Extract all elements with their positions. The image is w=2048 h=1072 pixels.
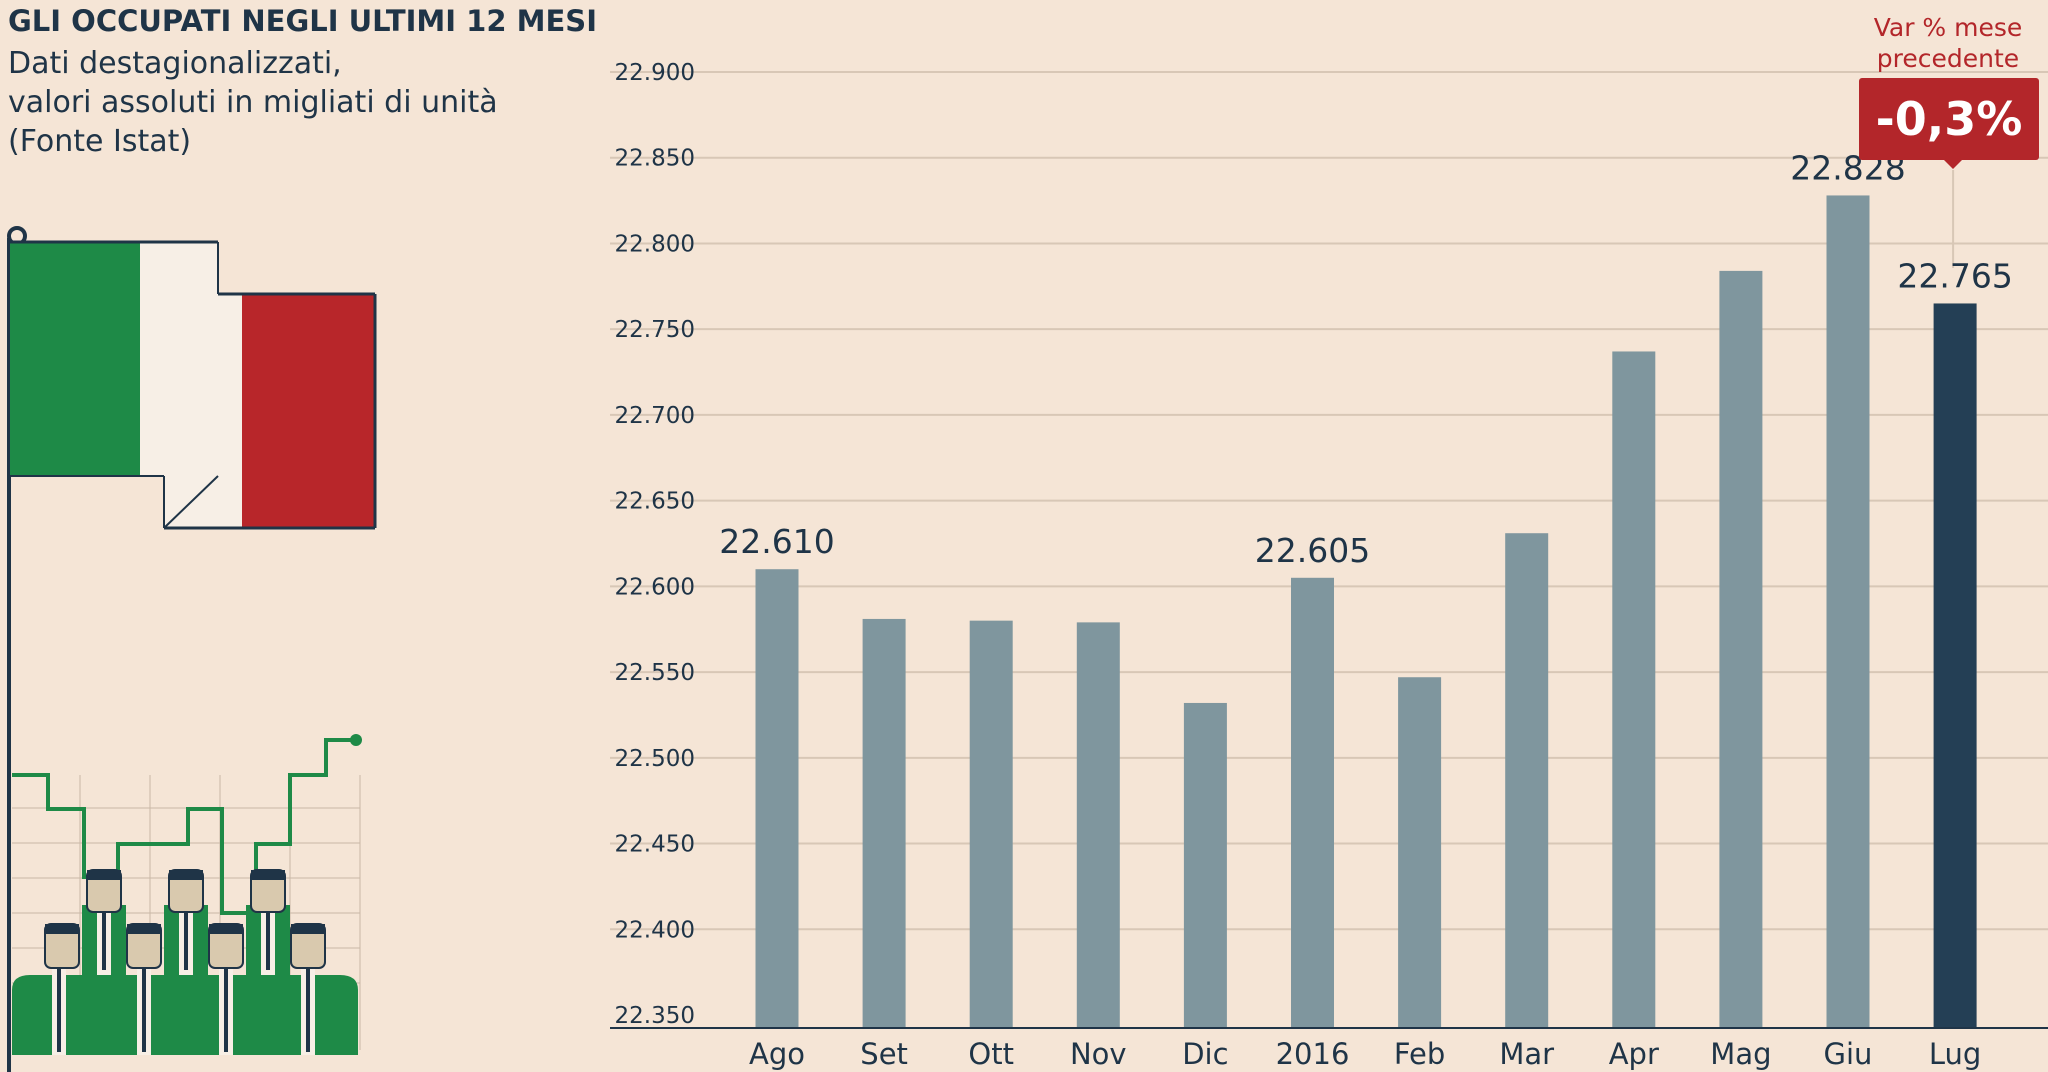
y-tick-label: 22.800 xyxy=(615,231,695,257)
x-tick-label: Mag xyxy=(1710,1037,1771,1071)
x-tick-label: Giu xyxy=(1824,1037,1873,1071)
data-label: 22.610 xyxy=(719,522,834,561)
subtitle-line: (Fonte Istat) xyxy=(8,124,192,159)
x-tick-label: Ott xyxy=(968,1037,1014,1071)
variation-badge: -0,3% xyxy=(1859,78,2039,160)
x-tick-label: Mar xyxy=(1499,1037,1554,1071)
x-tick-label: Lug xyxy=(1929,1037,1981,1071)
subtitle-line: valori assoluti in migliati di unità xyxy=(8,85,498,120)
x-tick-label: Feb xyxy=(1394,1037,1445,1071)
x-tick-label: 2016 xyxy=(1276,1037,1350,1071)
y-tick-label: 22.650 xyxy=(615,489,695,515)
variation-label-line: precedente xyxy=(1876,44,2020,73)
variation-label-line: Var % mese xyxy=(1873,13,2023,42)
illustration xyxy=(7,226,377,1072)
chart-title: GLI OCCUPATI NEGLI ULTIMI 12 MESI xyxy=(8,4,597,38)
bar-ott xyxy=(969,620,1013,1027)
bar-2016 xyxy=(1291,577,1334,1027)
bar-apr xyxy=(1612,351,1656,1027)
workers-icon xyxy=(12,869,358,1055)
bar-set xyxy=(862,618,906,1027)
growth-line-icon xyxy=(12,734,362,915)
x-tick-label: Ago xyxy=(749,1037,805,1071)
bar-dic xyxy=(1183,702,1227,1027)
bar-feb xyxy=(1398,677,1442,1027)
x-tick-label: Apr xyxy=(1609,1037,1659,1071)
x-tick-label: Dic xyxy=(1182,1037,1228,1071)
variation-label: Var % mese precedente xyxy=(1858,12,2038,74)
y-tick-label: 22.600 xyxy=(615,574,695,600)
bar-giu xyxy=(1826,195,1870,1027)
bar-lug xyxy=(1933,303,1977,1027)
y-tick-label: 22.550 xyxy=(615,660,695,686)
bar-mar xyxy=(1505,533,1549,1027)
y-tick-label: 22.350 xyxy=(615,1003,695,1029)
data-label: 22.765 xyxy=(1897,256,2012,295)
variation-pointer xyxy=(1942,158,1964,169)
chart-subtitle: Dati destagionalizzati, valori assoluti … xyxy=(8,44,498,161)
bar-nov xyxy=(1076,622,1120,1027)
x-tick-label: Set xyxy=(860,1037,908,1071)
data-label: 22.605 xyxy=(1255,531,1370,570)
bar-mag xyxy=(1719,270,1763,1027)
x-tick-label: Nov xyxy=(1070,1037,1127,1071)
y-tick-label: 22.400 xyxy=(615,917,695,943)
italian-flag-icon xyxy=(7,226,377,1072)
y-tick-label: 22.750 xyxy=(615,317,695,343)
y-tick-label: 22.500 xyxy=(615,746,695,772)
subtitle-line: Dati destagionalizzati, xyxy=(8,46,342,81)
bar-ago xyxy=(755,569,799,1027)
y-tick-label: 22.700 xyxy=(615,403,695,429)
y-tick-label: 22.900 xyxy=(615,60,695,86)
y-tick-label: 22.850 xyxy=(615,146,695,172)
y-tick-label: 22.450 xyxy=(615,832,695,858)
